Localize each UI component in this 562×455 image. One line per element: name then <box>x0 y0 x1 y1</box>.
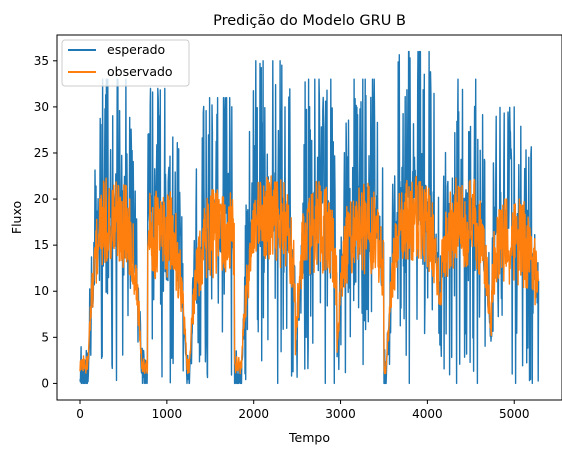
y-tick-label: 5 <box>41 330 49 344</box>
legend-label-observado: observado <box>107 64 173 79</box>
plot-area <box>56 34 562 401</box>
x-tick-label: 3000 <box>325 407 356 421</box>
y-tick-label: 20 <box>34 192 49 206</box>
x-tick-label: 2000 <box>238 407 269 421</box>
y-tick-label: 0 <box>41 376 49 390</box>
y-tick-label: 25 <box>34 146 49 160</box>
series-layer <box>79 50 540 385</box>
x-tick-label: 4000 <box>412 407 443 421</box>
x-tick-label: 1000 <box>152 407 183 421</box>
x-axis: 0 1000 2000 3000 4000 5000 <box>76 400 530 421</box>
legend: esperado observado <box>61 39 190 87</box>
legend-box <box>61 39 190 87</box>
legend-label-esperado: esperado <box>107 42 165 57</box>
x-tick-label: 0 <box>76 407 84 421</box>
y-tick-label: 35 <box>34 54 49 68</box>
y-tick-label: 15 <box>34 238 49 252</box>
y-tick-label: 10 <box>34 284 49 298</box>
chart-title: Predição do Modelo GRU B <box>213 13 406 29</box>
y-axis: 0 5 10 15 20 25 30 35 <box>34 54 57 390</box>
series-line-observado <box>79 175 540 375</box>
axes-frame <box>56 34 562 401</box>
y-axis-label: Fluxo <box>9 201 24 234</box>
x-axis-label: Tempo <box>288 430 330 445</box>
y-tick-label: 30 <box>34 100 49 114</box>
x-tick-label: 5000 <box>499 407 530 421</box>
